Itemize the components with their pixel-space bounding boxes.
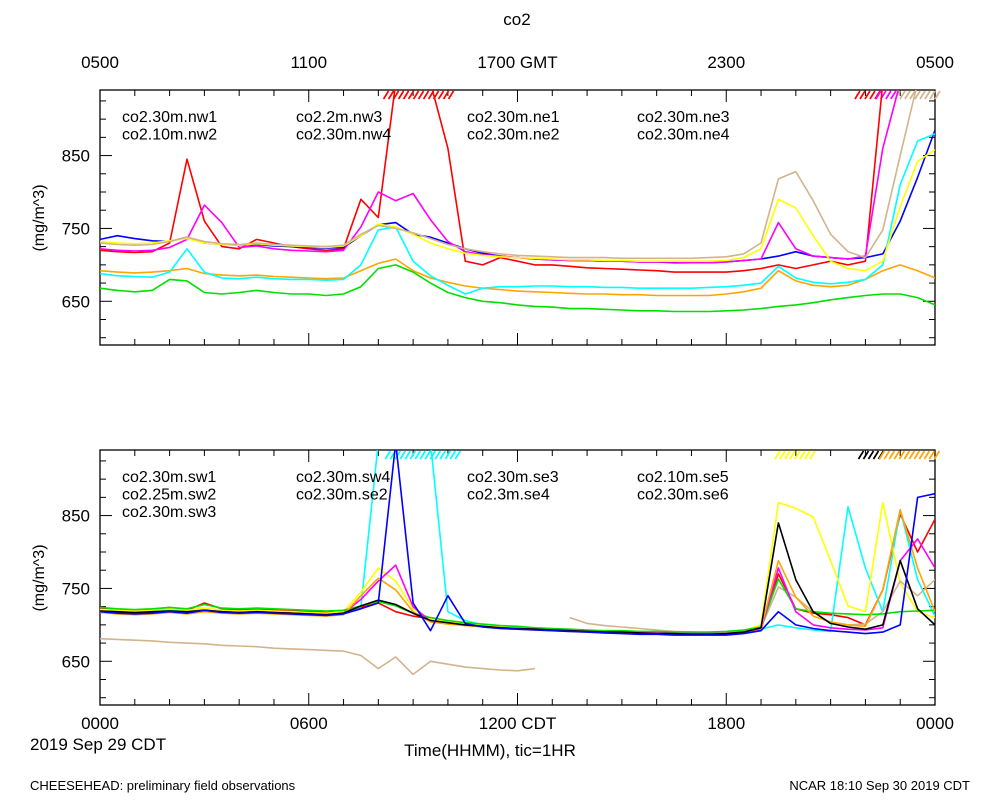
cdt-tick-label: 0000: [916, 714, 954, 733]
y-axis-label-bottom: (mg/m^3): [31, 544, 48, 611]
series-co2.30m.se2: [100, 538, 935, 635]
cdt-tick-label: 1200 CDT: [479, 714, 556, 733]
offscale-flag: [774, 450, 816, 460]
legend-co2.30m.se2: co2.30m.se2: [296, 487, 388, 504]
cdt-tick-label: 1800: [707, 714, 745, 733]
y-tick-label: 750: [62, 579, 90, 598]
legend-co2.10m.se5: co2.10m.se5: [637, 469, 729, 486]
plot-title: co2: [503, 10, 530, 29]
legend-co2.30m.ne4: co2.30m.ne4: [637, 127, 730, 144]
gmt-tick-label: 2300: [707, 53, 745, 72]
legend-co2.25m.sw2: co2.25m.sw2: [122, 487, 216, 504]
y-tick-label: 850: [62, 507, 90, 526]
series-co2.10m.nw2: [100, 264, 935, 313]
y-tick-label: 650: [62, 292, 90, 311]
series-co2.30m.sw1: [100, 513, 935, 635]
gmt-tick-label: 1100: [290, 53, 327, 72]
offscale-flag: [382, 90, 455, 100]
series-co2.30m.nw1: [100, 90, 883, 273]
y-tick-label: 650: [62, 652, 90, 671]
gmt-tick-label: 1700 GMT: [477, 53, 557, 72]
series-co2.30m.sw3: [100, 450, 935, 636]
y-tick-label: 850: [62, 147, 90, 166]
cdt-tick-label: 0000: [81, 714, 119, 733]
gmt-tick-label: 0500: [81, 53, 119, 72]
legend-co2.3m.se4: co2.3m.se4: [467, 487, 550, 504]
legend-co2.30m.ne1: co2.30m.ne1: [467, 109, 560, 126]
legend-co2.30m.se6: co2.30m.se6: [637, 487, 729, 504]
legend-co2.30m.sw3: co2.30m.sw3: [122, 504, 216, 521]
legend-co2.30m.ne2: co2.30m.ne2: [467, 127, 560, 144]
legend-co2.30m.nw1: co2.30m.nw1: [122, 109, 217, 126]
offscale-flag: [875, 90, 897, 100]
legend-co2.30m.sw4: co2.30m.sw4: [296, 469, 390, 486]
x-axis-label: Time(HHMM), tic=1HR: [404, 741, 576, 760]
series-co2.30m.ne3: [100, 258, 935, 297]
series-co2.30m.nw4: [100, 132, 935, 295]
legend-co2.30m.se3: co2.30m.se3: [467, 469, 559, 486]
legend-co2.30m.nw4: co2.30m.nw4: [296, 127, 391, 144]
y-tick-label: 750: [62, 219, 90, 238]
gmt-tick-label: 0500: [916, 53, 954, 72]
offscale-flag: [894, 90, 941, 100]
series-co2.3m.se4: [100, 508, 935, 636]
series-co2.30m.ne4: [100, 90, 917, 260]
legend-co2.30m.ne3: co2.30m.ne3: [637, 109, 730, 126]
series-co2.25m.sw2: [100, 578, 935, 633]
series-co2.30m.ne2: [100, 149, 935, 272]
legend-co2.2m.nw3: co2.2m.nw3: [296, 109, 382, 126]
footer-right: NCAR 18:10 Sep 30 2019 CDT: [789, 778, 970, 793]
footer-left: CHEESEHEAD: preliminary field observatio…: [30, 778, 296, 793]
offscale-flag: [878, 450, 941, 460]
legend-co2.10m.nw2: co2.10m.nw2: [122, 127, 217, 144]
date-label: 2019 Sep 29 CDT: [30, 735, 166, 754]
cdt-tick-label: 0600: [290, 714, 328, 733]
series-co2.30m.se6: [100, 522, 935, 636]
legend-co2.30m.sw1: co2.30m.sw1: [122, 469, 216, 486]
y-axis-label-top: (mg/m^3): [31, 184, 48, 251]
panel-nw-ne: 650 750 850 co2.30m.nw1 co2.2m.nw3 co2.30m.ne…: [62, 53, 954, 346]
